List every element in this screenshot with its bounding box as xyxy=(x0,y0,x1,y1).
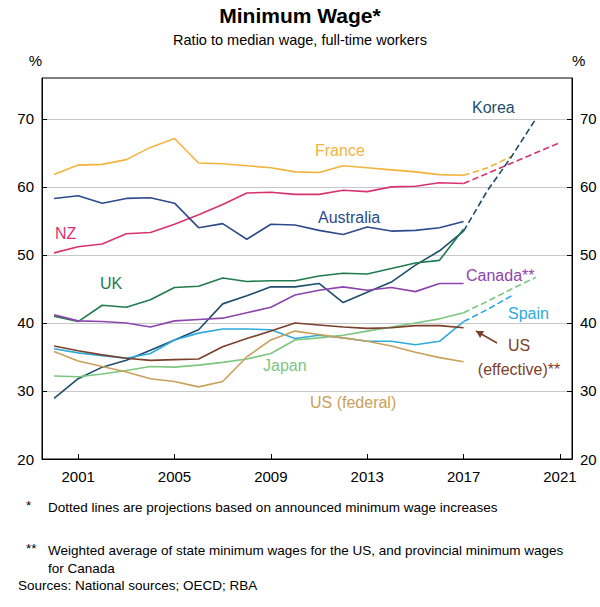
svg-text:Ratio to median wage, full-tim: Ratio to median wage, full-time workers xyxy=(173,32,427,48)
svg-text:2017: 2017 xyxy=(447,468,480,485)
svg-text:**: ** xyxy=(26,541,37,556)
svg-text:2005: 2005 xyxy=(158,468,191,485)
svg-text:US (federal): US (federal) xyxy=(310,394,396,411)
svg-text:40: 40 xyxy=(580,314,597,331)
svg-text:Japan: Japan xyxy=(263,357,307,374)
svg-text:Minimum Wage*: Minimum Wage* xyxy=(219,4,381,27)
svg-text:20: 20 xyxy=(17,451,34,468)
svg-text:NZ: NZ xyxy=(55,225,77,242)
svg-text:2021: 2021 xyxy=(543,468,576,485)
svg-text:Korea: Korea xyxy=(472,99,515,116)
svg-text:2013: 2013 xyxy=(351,468,384,485)
svg-text:Canada**: Canada** xyxy=(466,267,535,284)
svg-text:Weighted average of state mini: Weighted average of state minimum wages … xyxy=(48,543,567,558)
svg-text:*: * xyxy=(26,498,32,513)
svg-text:Dotted lines are projections b: Dotted lines are projections based on an… xyxy=(48,500,498,515)
svg-text:70: 70 xyxy=(580,110,597,127)
svg-text:50: 50 xyxy=(580,246,597,263)
svg-text:%: % xyxy=(29,52,42,69)
svg-text:Sources: National sources; OEC: Sources: National sources; OECD; RBA xyxy=(18,578,257,593)
svg-text:US: US xyxy=(508,337,530,354)
svg-text:(effective)**: (effective)** xyxy=(478,361,560,378)
svg-text:UK: UK xyxy=(100,275,123,292)
svg-text:50: 50 xyxy=(17,246,34,263)
svg-text:for Canada: for Canada xyxy=(48,561,115,576)
svg-text:2001: 2001 xyxy=(61,468,94,485)
svg-text:%: % xyxy=(572,52,585,69)
svg-text:2009: 2009 xyxy=(254,468,287,485)
svg-text:40: 40 xyxy=(17,314,34,331)
svg-text:60: 60 xyxy=(580,178,597,195)
svg-text:30: 30 xyxy=(17,382,34,399)
svg-text:France: France xyxy=(315,142,365,159)
svg-text:Australia: Australia xyxy=(318,209,380,226)
svg-text:70: 70 xyxy=(17,110,34,127)
svg-text:60: 60 xyxy=(17,178,34,195)
svg-text:30: 30 xyxy=(580,382,597,399)
svg-text:Spain: Spain xyxy=(508,305,549,322)
svg-text:20: 20 xyxy=(580,451,597,468)
